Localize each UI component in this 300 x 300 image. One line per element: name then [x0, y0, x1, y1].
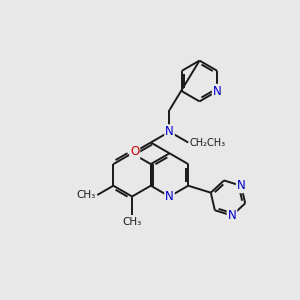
- Text: N: N: [237, 179, 246, 192]
- Text: O: O: [130, 145, 139, 158]
- Text: CH₂CH₃: CH₂CH₃: [190, 137, 226, 148]
- Text: N: N: [228, 209, 236, 222]
- Text: CH₃: CH₃: [122, 217, 142, 226]
- Text: N: N: [213, 85, 221, 98]
- Text: N: N: [165, 125, 174, 138]
- Text: CH₃: CH₃: [76, 190, 96, 200]
- Text: N: N: [165, 190, 174, 203]
